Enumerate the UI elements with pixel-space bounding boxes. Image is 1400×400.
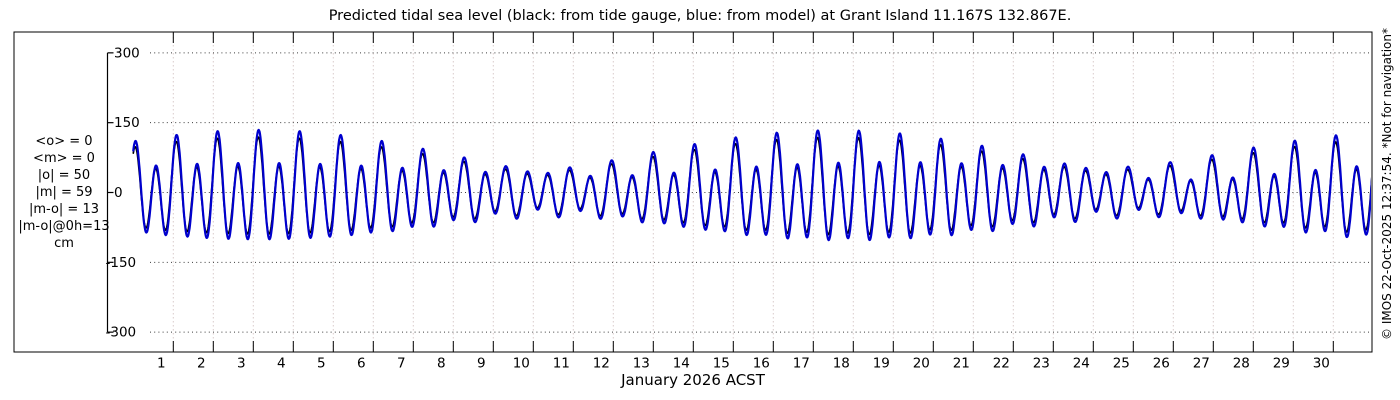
x-day-label: 11 [553, 356, 570, 372]
stats-line: |o| = 50 [37, 168, 91, 183]
x-day-label: 19 [873, 356, 890, 372]
x-day-label: 16 [753, 356, 770, 372]
stats-line: <o> = 0 [35, 134, 93, 149]
y-tick-label: 0 [114, 185, 123, 201]
x-day-label: 13 [633, 356, 650, 372]
stats-line: |m-o|@0h=13 [18, 219, 110, 234]
x-day-label: 4 [277, 356, 286, 372]
x-day-label: 18 [833, 356, 850, 372]
x-day-label: 9 [477, 356, 486, 372]
page-title: Predicted tidal sea level (black: from t… [328, 8, 1072, 24]
y-tick-label: 300 [114, 45, 140, 61]
x-day-label: 14 [673, 356, 690, 372]
x-day-label: 22 [993, 356, 1010, 372]
stats-line: |m| = 59 [35, 185, 93, 200]
y-tick-label: 150 [114, 115, 140, 131]
x-day-label: 29 [1273, 356, 1290, 372]
y-tick-label: -300 [106, 325, 137, 341]
x-day-label: 28 [1233, 356, 1250, 372]
x-axis-label: January 2026 ACST [621, 371, 765, 389]
x-day-label: 21 [953, 356, 970, 372]
x-day-label: 12 [593, 356, 610, 372]
x-day-label: 6 [357, 356, 366, 372]
x-day-label: 8 [437, 356, 446, 372]
model-curve [132, 128, 1371, 242]
x-day-label: 20 [913, 356, 930, 372]
x-day-label: 3 [237, 356, 246, 372]
x-day-label: 27 [1193, 356, 1210, 372]
y-tick-label: -150 [106, 255, 137, 271]
x-day-label: 17 [793, 356, 810, 372]
x-day-label: 25 [1113, 356, 1130, 372]
x-day-label: 26 [1153, 356, 1170, 372]
stats-line: |m-o| = 13 [28, 202, 99, 217]
stats-line: <m> = 0 [33, 151, 95, 166]
x-day-label: 23 [1033, 356, 1050, 372]
stats-line: cm [54, 236, 74, 251]
x-day-label: 2 [197, 356, 206, 372]
x-day-label: 30 [1313, 356, 1330, 372]
watermark-vertical: © IMOS 22-Oct-2025 12:37:54. *Not for na… [1380, 28, 1394, 340]
x-day-label: 5 [317, 356, 326, 372]
x-day-label: 10 [513, 356, 530, 372]
stats-panel: <o> = 0 <m> = 0 |o| = 50 |m| = 59 |m-o| = 13… [8, 133, 120, 252]
x-day-label: 15 [713, 356, 730, 372]
x-day-label: 7 [397, 356, 406, 372]
x-day-label: 24 [1073, 356, 1090, 372]
x-day-label: 1 [157, 356, 166, 372]
